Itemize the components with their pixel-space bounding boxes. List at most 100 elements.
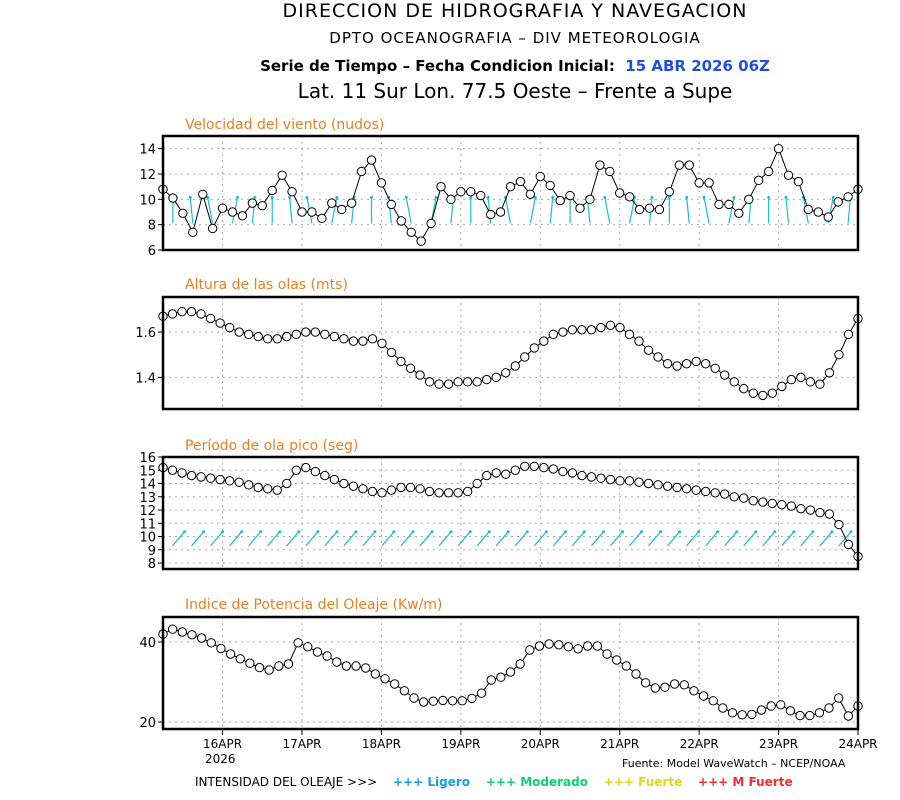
panel-title: Velocidad del viento (nudos)	[185, 117, 384, 133]
direction-arrow	[703, 197, 710, 224]
direction-arrow-head	[449, 530, 453, 534]
panel-3: Período de ola pico (seg) 891011121314151…	[139, 438, 863, 572]
direction-arrow	[785, 197, 790, 224]
data-point	[207, 223, 218, 234]
data-point	[415, 484, 425, 494]
panel-2: Altura de las olas (mts) 1.4 1.6	[135, 277, 863, 411]
data-point	[669, 679, 680, 689]
data-point	[457, 696, 467, 706]
data-point	[748, 496, 758, 506]
x-tick-label: 20APR	[521, 737, 560, 751]
data-point	[776, 700, 786, 710]
data-point	[834, 349, 844, 360]
data-point	[348, 481, 359, 491]
data-point	[544, 639, 554, 649]
dept-subtitle: DPTO OCEANOGRAFIA – DIV METEOROLOGIA	[329, 29, 701, 47]
data-point	[815, 507, 825, 518]
direction-arrow-head	[305, 195, 309, 199]
data-point	[515, 659, 525, 669]
direction-arrow	[838, 531, 852, 547]
y-tick-label: 14	[139, 478, 156, 493]
data-point	[586, 325, 597, 335]
data-point	[548, 464, 559, 474]
data-point	[380, 674, 390, 684]
data-point	[243, 480, 254, 490]
data-point	[453, 377, 463, 387]
x-tick-label: 17APR	[282, 737, 321, 751]
y-tick-label: 8	[148, 219, 156, 234]
direction-arrow-head	[735, 530, 739, 534]
data-point	[188, 227, 198, 237]
direction-arrow-head	[551, 195, 555, 199]
data-point	[438, 695, 448, 706]
data-point	[843, 192, 853, 202]
data-point	[689, 686, 699, 696]
data-point	[485, 209, 496, 220]
data-point	[679, 680, 689, 690]
data-point	[361, 663, 371, 673]
direction-arrow	[286, 531, 300, 547]
data-point	[272, 485, 282, 495]
data-point	[491, 468, 501, 478]
data-point	[216, 643, 226, 654]
direction-arrow	[705, 531, 719, 547]
direction-arrow-head	[335, 195, 339, 199]
data-point	[245, 658, 255, 668]
data-point	[428, 696, 438, 706]
data-point	[177, 468, 187, 478]
data-point	[720, 489, 730, 499]
data-point	[456, 187, 466, 197]
data-point	[443, 379, 454, 389]
data-point	[287, 187, 297, 197]
data-point	[662, 481, 673, 491]
data-point	[167, 465, 178, 475]
data-point	[767, 498, 778, 509]
data-point	[805, 710, 815, 721]
data-point	[370, 669, 381, 679]
direction-arrow	[743, 531, 757, 547]
data-point	[481, 470, 492, 481]
data-point	[583, 641, 593, 651]
data-point	[529, 343, 540, 353]
data-point	[272, 334, 282, 344]
direction-arrow-head	[544, 530, 548, 534]
data-point	[332, 657, 342, 667]
direction-arrow	[610, 531, 623, 547]
data-point	[729, 492, 739, 502]
data-point	[739, 383, 749, 394]
direction-arrow-head	[533, 195, 537, 199]
data-point	[545, 180, 555, 191]
data-point	[534, 641, 545, 651]
y-tick-label: 8	[148, 557, 156, 572]
data-point	[634, 336, 644, 346]
direction-arrow-head	[469, 195, 473, 199]
data-point	[282, 331, 292, 342]
data-point	[824, 368, 835, 378]
data-point	[535, 171, 545, 182]
data-point	[356, 166, 367, 177]
direction-arrow-head	[221, 530, 225, 534]
data-point	[396, 216, 406, 226]
x-tick-label: 19APR	[441, 737, 480, 751]
data-point	[227, 207, 238, 217]
direction-arrow-head	[202, 530, 206, 534]
data-point	[205, 313, 216, 324]
panel-frame	[161, 295, 860, 411]
data-point	[253, 331, 263, 342]
data-point	[700, 486, 711, 497]
data-point	[198, 189, 208, 199]
data-point	[704, 178, 714, 188]
data-point	[602, 649, 612, 659]
data-point	[234, 327, 244, 337]
data-point	[814, 708, 825, 718]
direction-arrow-head	[732, 195, 736, 199]
y-tick-label: 12	[139, 504, 156, 519]
direction-arrow-head	[650, 195, 654, 199]
data-point	[186, 307, 197, 317]
data-point	[643, 345, 654, 355]
direction-arrow-head	[411, 530, 415, 534]
y-tick-label: 1.4	[135, 371, 156, 386]
data-point	[631, 669, 641, 679]
data-point	[168, 193, 178, 203]
legend-item-m-fuerte: +++ M Fuerte	[698, 775, 793, 789]
